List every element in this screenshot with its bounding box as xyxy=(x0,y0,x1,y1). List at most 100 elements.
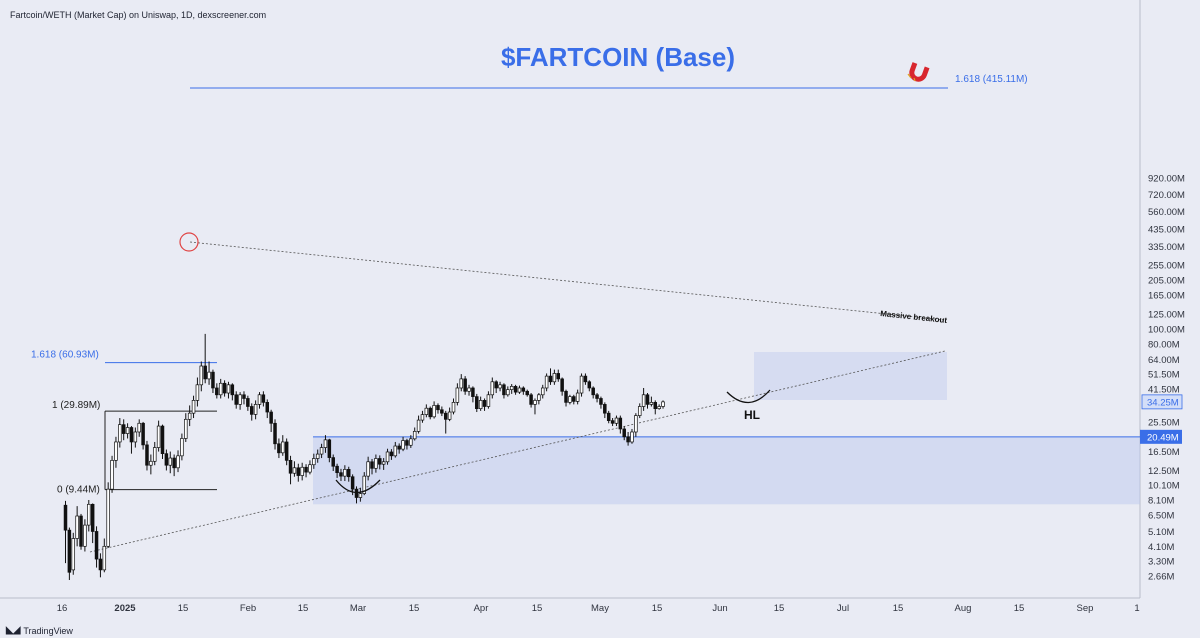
candle-body xyxy=(335,465,339,474)
candle-body xyxy=(94,531,99,560)
candle-body xyxy=(110,460,114,490)
candle-body xyxy=(222,382,227,394)
candle-body xyxy=(409,438,413,446)
candle-body xyxy=(63,504,68,531)
candle-body xyxy=(556,373,561,380)
chart-title: $FARTCOIN (Base) xyxy=(500,42,736,72)
y-tick-label: 80.00M xyxy=(1148,340,1180,351)
x-tick-label: Mar xyxy=(350,603,366,614)
y-tick-label: 8.10M xyxy=(1148,495,1174,506)
candle-body xyxy=(560,378,564,392)
y-tick-label: 25.50M xyxy=(1148,417,1180,428)
x-tick-label: Jun xyxy=(712,603,727,614)
candle-body xyxy=(118,424,122,443)
candle-body xyxy=(440,409,444,414)
candle-body xyxy=(296,467,301,476)
x-tick-label: May xyxy=(591,603,609,614)
x-tick-label: 16 xyxy=(57,603,68,614)
x-tick-label: Feb xyxy=(240,603,256,614)
candle-body xyxy=(288,460,293,474)
candle-body xyxy=(467,387,471,392)
candle-body xyxy=(106,488,110,547)
candle-body xyxy=(323,439,328,448)
candle-body xyxy=(575,392,580,402)
candle-body xyxy=(533,400,537,405)
candle-body xyxy=(459,378,464,389)
candle-body xyxy=(102,545,107,571)
candle-body xyxy=(125,427,130,434)
y-tick-label: 12.50M xyxy=(1148,466,1180,477)
candle-body xyxy=(230,384,235,396)
candle-body xyxy=(521,387,526,392)
y-tick-label: 720.00M xyxy=(1148,190,1185,201)
candle-body xyxy=(249,406,254,415)
x-tick-label: 15 xyxy=(298,603,309,614)
candle-body xyxy=(281,441,285,454)
candle-body xyxy=(79,515,83,547)
candle-body xyxy=(544,375,549,389)
candle-body xyxy=(443,412,448,420)
candle-body xyxy=(393,445,398,457)
fib-1618-label: 1.618 (60.93M) xyxy=(31,350,99,361)
magnet-shape xyxy=(909,62,930,82)
candle-body xyxy=(71,538,76,571)
y-tick-label: 165.00M xyxy=(1148,290,1185,301)
candle-body xyxy=(412,431,417,440)
candle-body xyxy=(226,384,231,394)
candle-body xyxy=(416,419,421,432)
candle-body xyxy=(506,389,510,396)
candle-body xyxy=(509,386,514,390)
candle-body xyxy=(350,476,355,490)
x-tick-label: 15 xyxy=(774,603,785,614)
candle-body xyxy=(366,461,370,477)
candle-body xyxy=(149,460,153,466)
candle-body xyxy=(215,387,219,396)
magnet-icon xyxy=(907,62,930,82)
candle-body xyxy=(191,400,196,414)
candle-body xyxy=(579,375,584,394)
candle-body xyxy=(284,441,289,461)
candle-body xyxy=(253,404,258,415)
candle-body xyxy=(397,445,401,450)
candle-body xyxy=(145,444,149,466)
breakout-target-zone xyxy=(754,352,947,400)
candle-body xyxy=(540,387,545,396)
candle-body xyxy=(90,503,95,532)
candle-body xyxy=(339,472,343,477)
candle-body xyxy=(657,406,661,409)
candle-body xyxy=(517,387,522,393)
y-tick-label: 5.10M xyxy=(1148,527,1174,538)
y-tick-label: 6.50M xyxy=(1148,510,1174,521)
hl-arc xyxy=(726,389,771,404)
x-tick-label: Apr xyxy=(474,603,489,614)
candle-body xyxy=(164,453,169,466)
y-tick-label: 255.00M xyxy=(1148,261,1185,272)
candle-body xyxy=(641,394,646,407)
level-price-box xyxy=(1140,429,1182,444)
candle-body xyxy=(637,406,642,416)
candle-body xyxy=(564,390,568,403)
candle-body xyxy=(273,422,277,445)
hl-label: HL xyxy=(744,408,760,422)
y-tick-label: 3.30M xyxy=(1148,557,1174,568)
y-tick-label: 4.10M xyxy=(1148,542,1174,553)
descending-trendline xyxy=(189,241,946,321)
candle-body xyxy=(436,405,440,411)
x-tick-label: Jul xyxy=(837,603,849,614)
magnet-sparks xyxy=(907,73,916,82)
candle-body xyxy=(595,394,599,399)
candle-body xyxy=(548,375,553,383)
candle-body xyxy=(238,394,242,405)
candle-body xyxy=(378,458,382,465)
candle-body xyxy=(354,488,359,498)
candle-body xyxy=(261,394,266,403)
candle-body xyxy=(432,405,436,418)
candle-body xyxy=(552,373,557,383)
candle-body xyxy=(568,396,572,403)
candle-body xyxy=(327,439,332,458)
candle-body xyxy=(176,455,180,469)
candle-body xyxy=(447,411,452,420)
candle-body xyxy=(319,447,324,455)
candle-body xyxy=(529,394,533,405)
